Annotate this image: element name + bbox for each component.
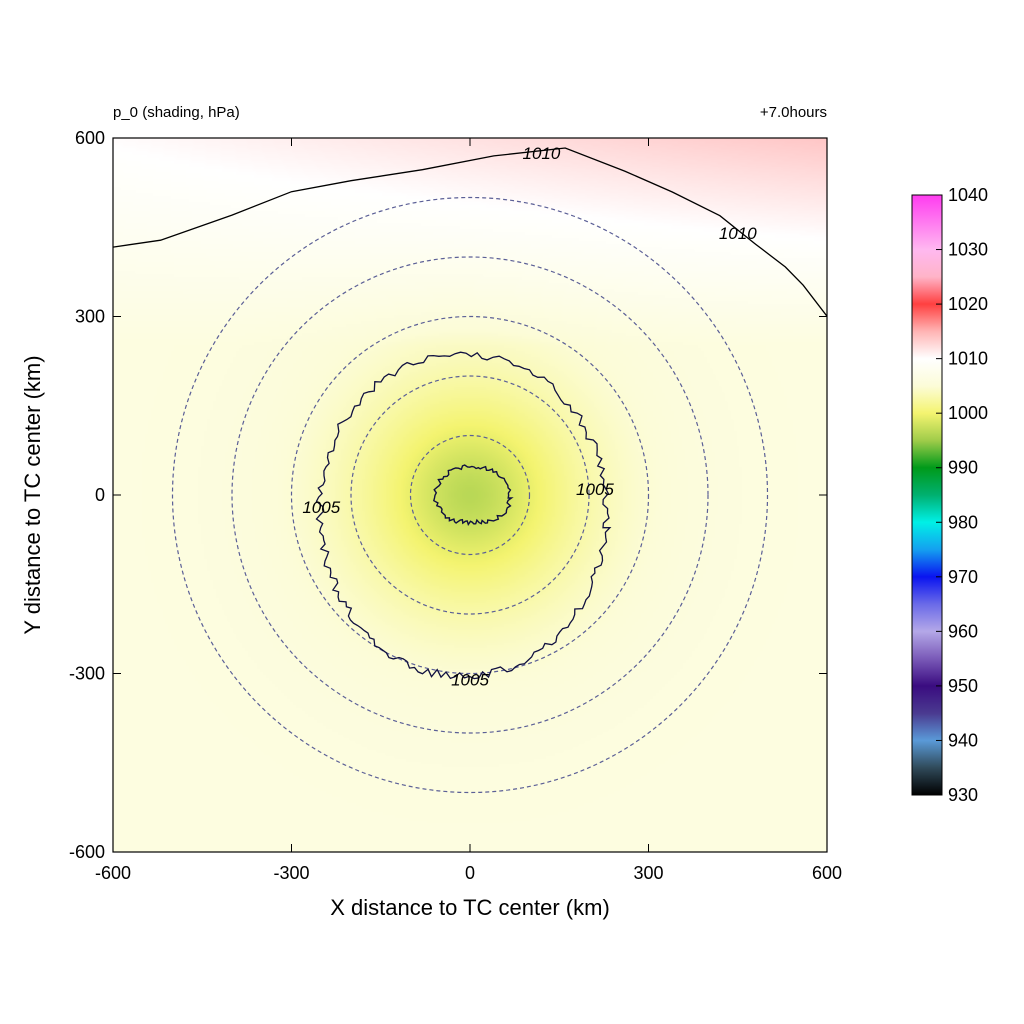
x-tick-label: 300 (633, 863, 663, 883)
colorbar-tick-label: 930 (948, 785, 978, 805)
y-tick-label: 300 (75, 307, 105, 327)
colorbar: 1040 1030 1020 1010 1000 990 980 970 960 950 940 93… (911, 185, 988, 805)
colorbar-tick-label: 940 (948, 730, 978, 750)
colorbar-tick-label: 990 (948, 458, 978, 478)
colorbar-tick-label: 1040 (948, 185, 988, 205)
x-tick-label: -300 (273, 863, 309, 883)
y-tick-label: 0 (95, 485, 105, 505)
colorbar-ticks: 1040 1030 1020 1010 1000 990 980 970 960 950 940 93… (936, 185, 988, 805)
radius-ring (171, 196, 769, 794)
y-tick-label: 600 (75, 128, 105, 148)
colorbar-tick-label: 960 (948, 621, 978, 641)
pressure-contours: 1005 1005 1005 1010 1010 (113, 144, 827, 689)
y-tick-label: -300 (69, 664, 105, 684)
x-tick-label: -600 (95, 863, 131, 883)
x-axis-label: X distance to TC center (km) (330, 895, 610, 920)
radius-ring (231, 256, 709, 734)
contour-1005 (315, 351, 612, 680)
contour-1010 (113, 147, 827, 317)
contour-label-1005: 1005 (302, 498, 340, 517)
radius-ring (350, 375, 590, 615)
colorbar-bar (911, 194, 943, 796)
colorbar-tick-label: 950 (948, 676, 978, 696)
title-left: p_0 (shading, hPa) (113, 104, 240, 121)
colorbar-tick-label: 1030 (948, 240, 988, 260)
colorbar-tick-label: 1000 (948, 403, 988, 423)
x-tick-label: 600 (812, 863, 842, 883)
radius-ring (409, 434, 531, 556)
contour-label-1010: 1010 (522, 144, 560, 163)
title-right: +7.0hours (760, 104, 827, 121)
contour-label-1010: 1010 (719, 224, 757, 243)
y-axis-label: Y distance to TC center (km) (20, 355, 45, 634)
colorbar-tick-label: 1010 (948, 349, 988, 369)
x-axis: -600 -300 0 300 600 (95, 138, 842, 883)
colorbar-tick-label: 970 (948, 567, 978, 587)
radius-rings (171, 196, 769, 794)
plot-area: 1005 1005 1005 1010 1010 (113, 138, 827, 852)
contour-label-1005: 1005 (576, 480, 614, 499)
y-tick-label: -600 (69, 842, 105, 862)
contour-1000 (432, 464, 514, 526)
radius-ring (290, 315, 650, 675)
pressure-shading (113, 138, 827, 852)
x-tick-label: 0 (465, 863, 475, 883)
contour-label-1005: 1005 (451, 670, 489, 689)
y-axis: 600 300 0 -300 -600 (69, 128, 827, 862)
colorbar-tick-label: 980 (948, 512, 978, 532)
colorbar-tick-label: 1020 (948, 294, 988, 314)
